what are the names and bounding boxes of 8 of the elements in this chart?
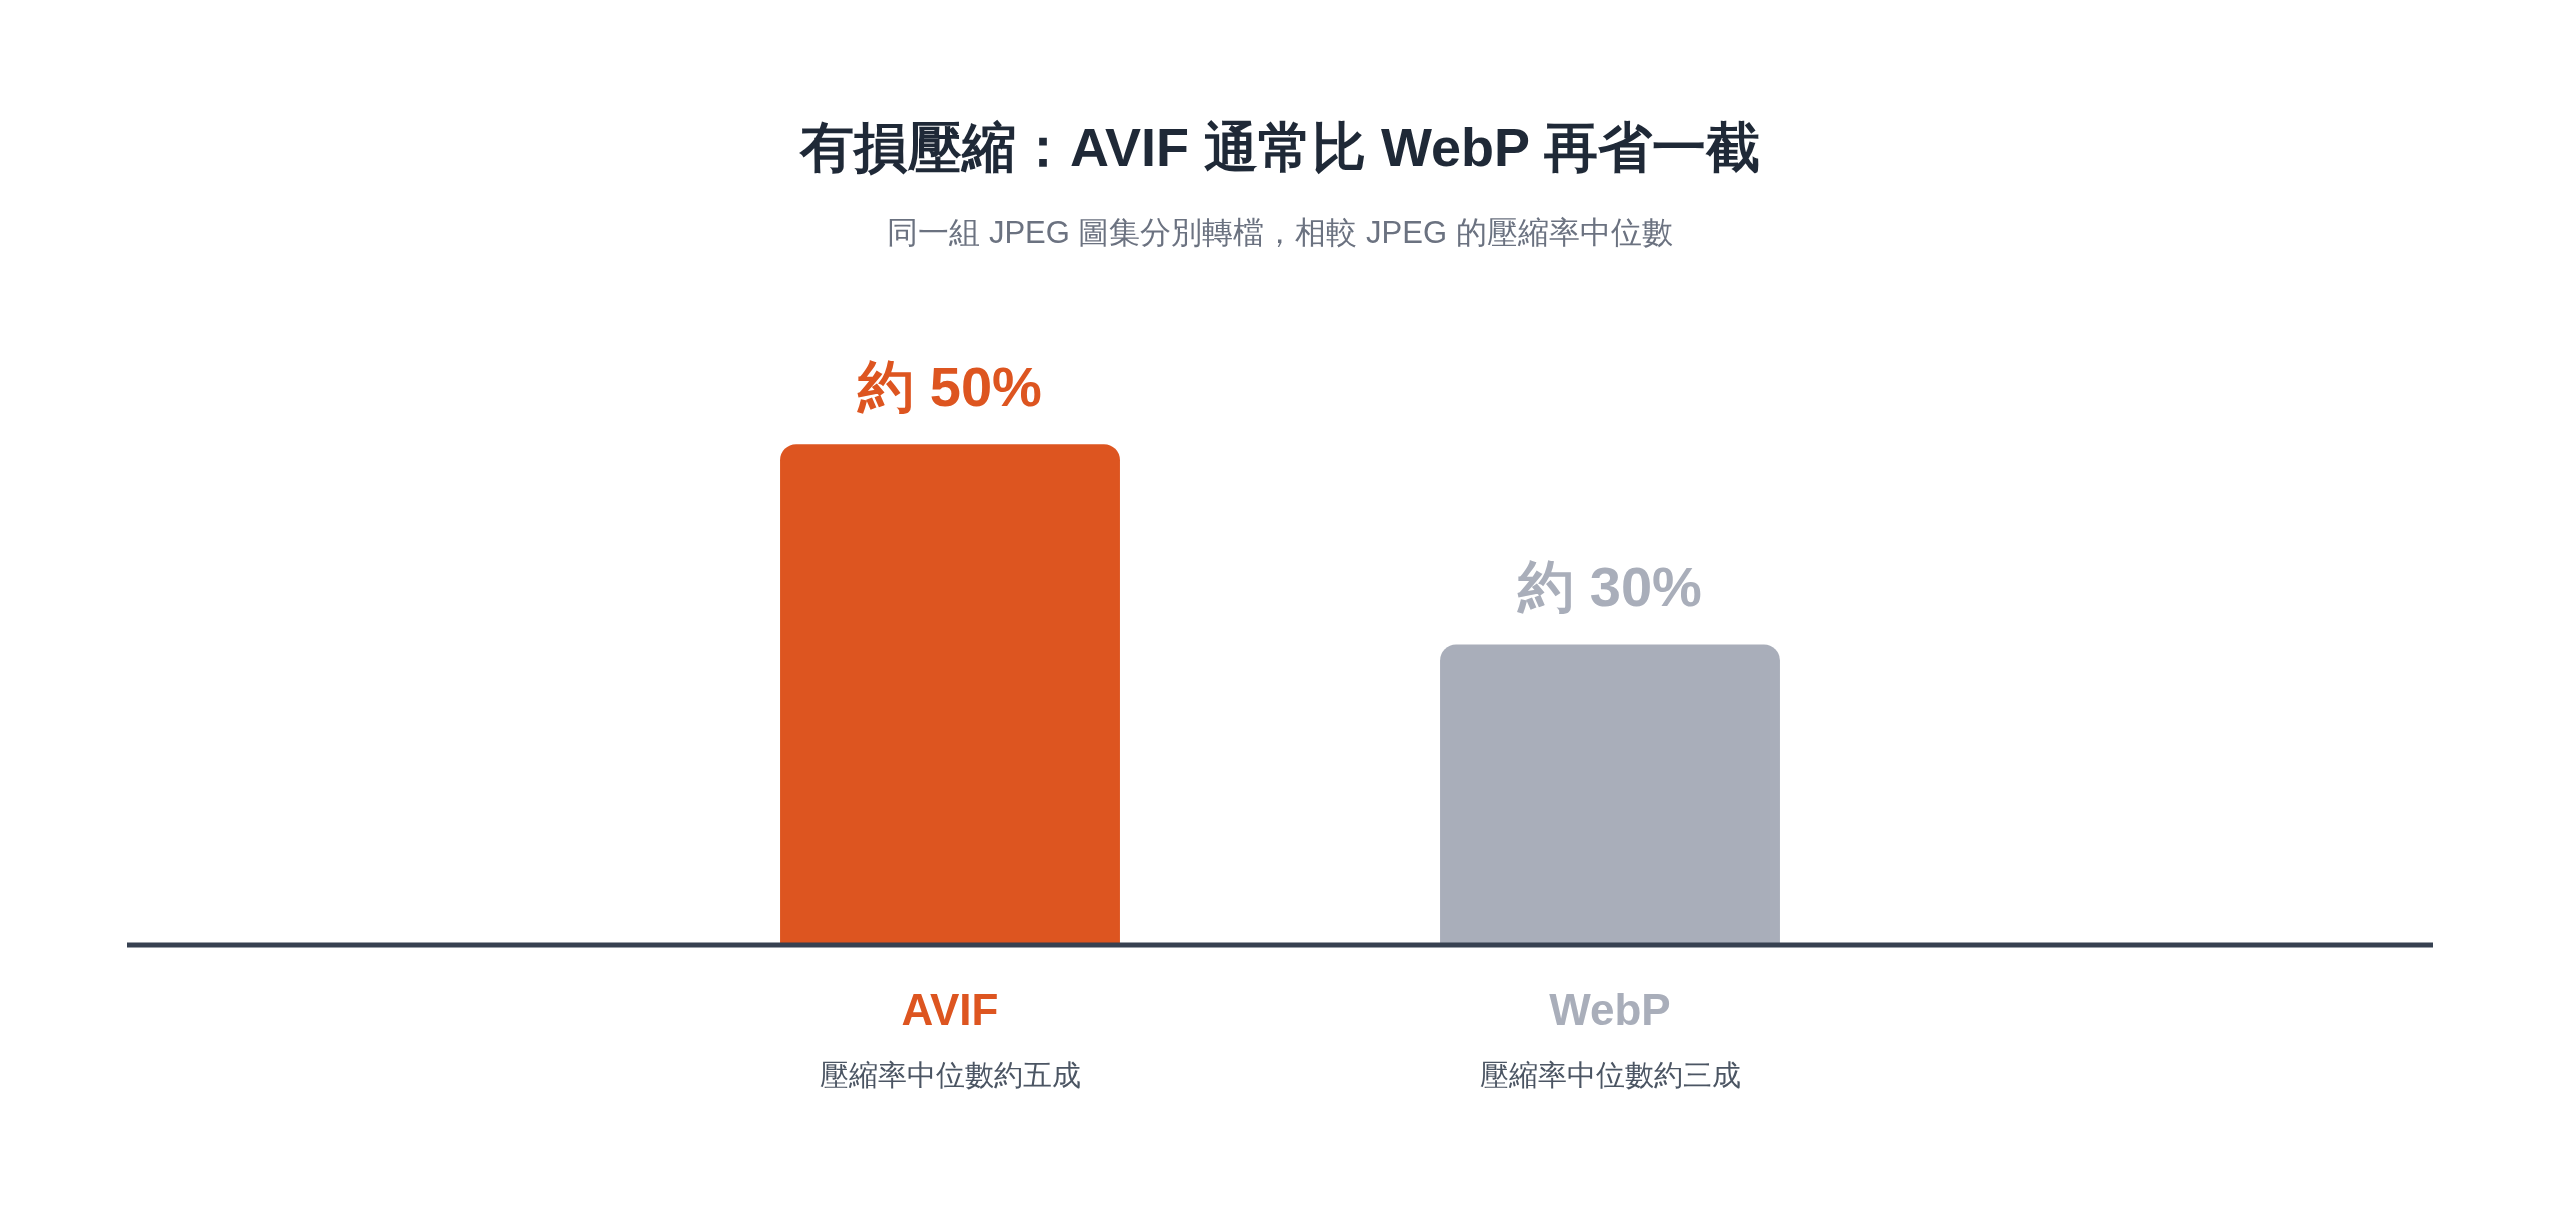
text: 壓縮率中位數約三成 <box>1479 1059 1741 1091</box>
text: 壓縮率中位數約五成 <box>819 1059 1081 1091</box>
data-label: 約 50% <box>857 354 1042 418</box>
data-label: 約 30% <box>1517 554 1702 618</box>
x-tick-label: AVIF <box>901 985 999 1035</box>
chart-subtitle: 同一組 JPEG 圖集分別轉檔，相較 JPEG 的壓縮率中位數 <box>886 214 1674 252</box>
x-tick-label: WebP <box>1549 985 1671 1035</box>
chart-title: 有損壓縮：AVIF 通常比 WebP 再省一截 <box>798 116 1762 179</box>
